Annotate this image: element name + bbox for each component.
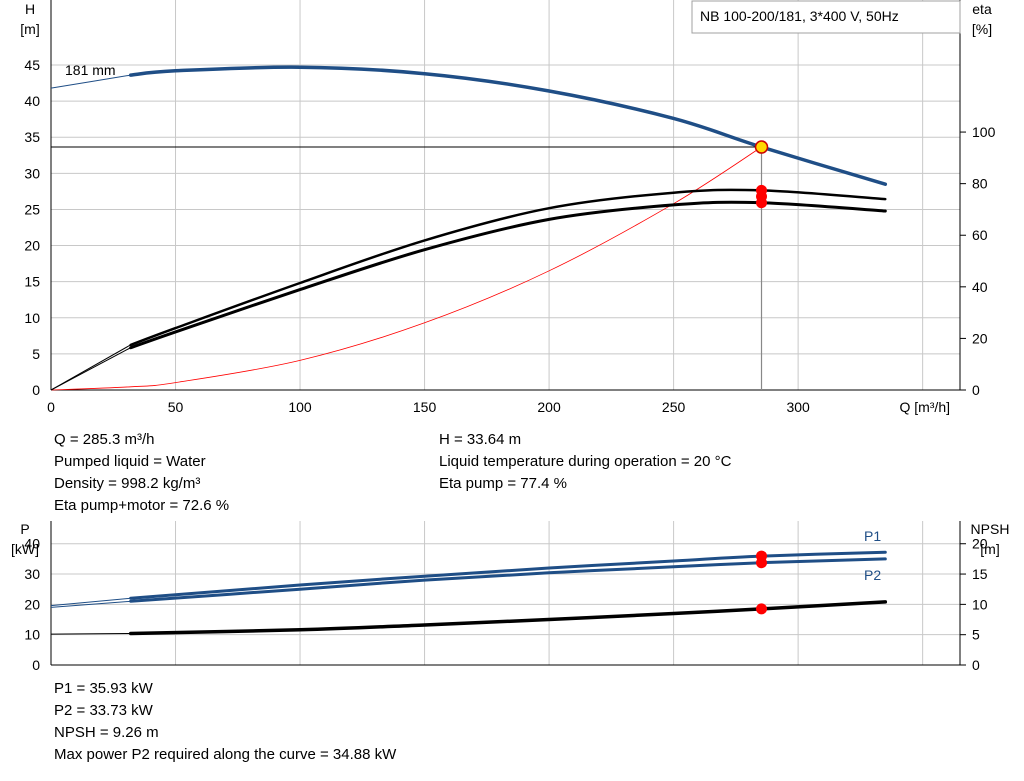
- y-left-tick-label: 15: [24, 274, 40, 290]
- system-curve: [50, 146, 762, 391]
- y-left-tick-label: 10: [24, 627, 40, 643]
- p2-series-label: P2: [864, 567, 881, 583]
- x-tick-label: 0: [47, 399, 55, 415]
- x-axis-label: Q [m³/h]: [899, 399, 950, 415]
- efficiency-marker-mid: [756, 191, 768, 203]
- y-left-tick-label: 35: [24, 129, 40, 145]
- power-npsh-chart: 0 10 20 30 40 0 5 10 15 20 P [kW] NPSH [m] P1 P2: [11, 521, 1009, 673]
- x-tick-label: 200: [537, 399, 561, 415]
- y-left-axis-label: H: [25, 1, 35, 17]
- y-left-tick-label: 0: [32, 657, 40, 673]
- y-right-tick-label: 10: [972, 596, 988, 612]
- y-left-tick-label: 20: [24, 238, 40, 254]
- y-right-axis-label: eta: [972, 1, 992, 17]
- liquid-temperature: Liquid temperature during operation = 20…: [439, 453, 732, 470]
- y-left-axis-unit: [m]: [20, 21, 39, 37]
- y-left-tick-label: 30: [24, 165, 40, 181]
- y-left-axis-label: P: [20, 521, 29, 537]
- head-curve-extension: [50, 74, 131, 89]
- eta-pump-value: Eta pump = 77.4 %: [439, 475, 567, 492]
- y-right-tick-label: 100: [972, 124, 996, 140]
- y-right-axis-unit: [%]: [972, 21, 992, 37]
- p1-curve-extension: [50, 597, 131, 607]
- y-left-tick-label: 5: [32, 346, 40, 362]
- y-left-tick-label: 30: [24, 566, 40, 582]
- pumped-liquid: Pumped liquid = Water: [54, 453, 206, 470]
- y-left-tick-label: 40: [24, 93, 40, 109]
- y-right-tick-label: 80: [972, 176, 988, 192]
- x-tick-label: 50: [168, 399, 184, 415]
- y-right-tick-label: 60: [972, 227, 988, 243]
- p2-curve-extension: [50, 600, 131, 608]
- impeller-diameter-label: 181 mm: [65, 62, 116, 78]
- p1-value: P1 = 35.93 kW: [54, 680, 153, 697]
- y-right-axis-unit: [m]: [980, 541, 999, 557]
- max-power-value: Max power P2 required along the curve = …: [54, 746, 397, 763]
- info-bottom: P1 = 35.93 kW P2 = 33.73 kW NPSH = 9.26 …: [54, 678, 396, 766]
- x-tick-label: 250: [662, 399, 686, 415]
- flow-value: Q = 285.3 m³/h: [54, 431, 155, 448]
- y-right-tick-label: 0: [972, 657, 980, 673]
- x-tick-label: 150: [413, 399, 437, 415]
- info-top-right: H = 33.64 m Liquid temperature during op…: [439, 429, 731, 495]
- npsh-marker: [756, 603, 768, 615]
- y-right-tick-label: 20: [972, 536, 988, 552]
- y-left-tick-label: 45: [24, 57, 40, 73]
- title-box: [691, 0, 961, 34]
- y-right-tick-label: 40: [972, 279, 988, 295]
- efficiency-total-extension: [50, 347, 131, 391]
- chart-title: NB 100-200/181, 3*400 V, 50Hz: [700, 8, 899, 24]
- x-tick-label: 100: [288, 399, 312, 415]
- operating-point-marker: [754, 140, 769, 154]
- y-right-tick-label: 20: [972, 330, 988, 346]
- p2-marker: [756, 557, 768, 569]
- info-top-left: Q = 285.3 m³/h Pumped liquid = Water Den…: [54, 429, 229, 517]
- npsh-value: NPSH = 9.26 m: [54, 724, 159, 741]
- y-right-tick-label: 5: [972, 627, 980, 643]
- npsh-curve-extension: [50, 632, 131, 635]
- y-right-axis-label: NPSH: [971, 521, 1010, 537]
- head-efficiency-chart: 0 50 100 150 200 250 300 0 5 10 15 20 25 30 35 40 45 0 20 4…: [20, 0, 996, 415]
- y-left-tick-label: 10: [24, 310, 40, 326]
- eta-total-value: Eta pump+motor = 72.6 %: [54, 497, 230, 514]
- p1-series-label: P1: [864, 528, 881, 544]
- density-value: Density = 998.2 kg/m³: [54, 475, 201, 492]
- y-left-tick-label: 0: [32, 382, 40, 398]
- y-right-tick-label: 0: [972, 382, 980, 398]
- head-value: H = 33.64 m: [439, 431, 522, 448]
- p2-value: P2 = 33.73 kW: [54, 702, 153, 719]
- y-left-axis-unit: [kW]: [11, 541, 39, 557]
- x-tick-label: 300: [786, 399, 810, 415]
- y-right-tick-label: 15: [972, 566, 988, 582]
- y-left-tick-label: 40: [24, 536, 40, 552]
- y-left-tick-label: 25: [24, 201, 40, 217]
- y-left-tick-label: 20: [24, 596, 40, 612]
